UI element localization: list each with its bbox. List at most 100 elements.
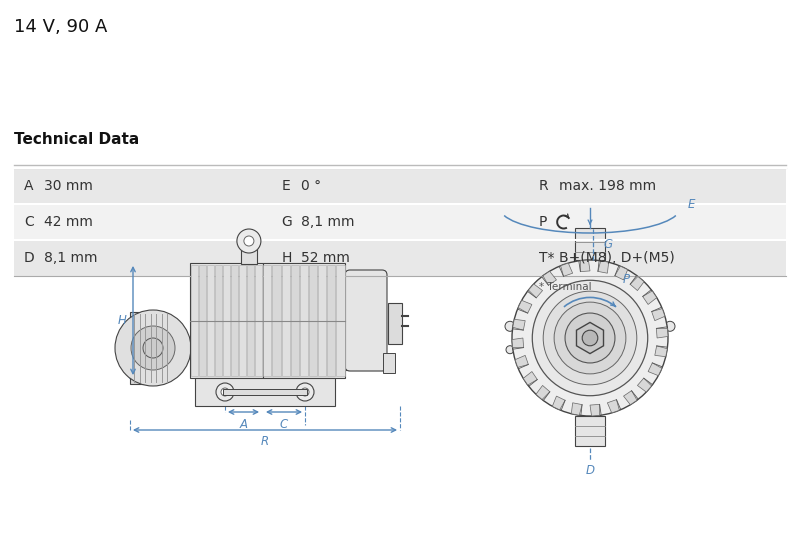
Text: G: G (282, 215, 292, 229)
Bar (231, 265, 238, 376)
Circle shape (506, 346, 514, 354)
Circle shape (216, 383, 234, 401)
Text: max. 198 mm: max. 198 mm (558, 179, 656, 193)
Text: * Terminal: * Terminal (538, 282, 591, 292)
Polygon shape (638, 378, 651, 392)
Bar (290, 265, 299, 376)
Bar (318, 265, 326, 376)
Polygon shape (577, 322, 603, 353)
Polygon shape (543, 271, 557, 285)
Text: A: A (24, 179, 34, 193)
Bar (198, 265, 206, 376)
Text: H: H (282, 251, 292, 265)
Bar (14, 240, 786, 276)
Bar (223, 389, 307, 395)
Polygon shape (512, 338, 524, 348)
Bar (206, 265, 214, 376)
Bar (383, 353, 395, 373)
Circle shape (244, 236, 254, 246)
Text: P: P (538, 215, 547, 229)
Bar (241, 246, 257, 264)
Circle shape (505, 321, 515, 332)
Polygon shape (580, 260, 590, 272)
Bar (239, 265, 246, 376)
Circle shape (554, 302, 626, 374)
Text: Technical Data: Technical Data (14, 132, 139, 147)
Polygon shape (590, 405, 600, 416)
Polygon shape (523, 372, 538, 385)
Text: D: D (24, 251, 34, 265)
Bar (190, 263, 263, 378)
Polygon shape (630, 277, 644, 290)
Polygon shape (515, 356, 528, 367)
Polygon shape (656, 328, 668, 338)
Text: 8,1 mm: 8,1 mm (44, 251, 98, 265)
Text: B+(M8), D+(M5): B+(M8), D+(M5) (558, 251, 674, 265)
Bar (223, 265, 230, 376)
Bar (195, 378, 335, 406)
Polygon shape (607, 400, 619, 413)
Text: R: R (538, 179, 548, 193)
Text: C: C (24, 215, 34, 229)
Circle shape (665, 321, 675, 332)
Circle shape (565, 313, 615, 363)
Circle shape (512, 260, 668, 416)
Bar (190, 265, 198, 376)
Polygon shape (513, 319, 526, 330)
Bar (282, 265, 290, 376)
Text: E: E (282, 179, 290, 193)
Text: 8,1 mm: 8,1 mm (302, 215, 355, 229)
Polygon shape (529, 284, 542, 298)
Text: A: A (239, 418, 247, 431)
Text: D: D (586, 464, 594, 477)
Polygon shape (648, 363, 662, 376)
Bar (575, 228, 605, 260)
Polygon shape (518, 301, 532, 313)
Polygon shape (561, 263, 573, 277)
Text: 14 V, 90 A: 14 V, 90 A (14, 18, 107, 36)
Polygon shape (552, 396, 565, 410)
Circle shape (221, 388, 229, 396)
Circle shape (115, 310, 191, 386)
Bar (345, 271, 383, 370)
Text: 30 mm: 30 mm (44, 179, 93, 193)
Text: E: E (688, 198, 695, 211)
FancyBboxPatch shape (345, 270, 387, 371)
Bar (247, 265, 254, 376)
Circle shape (131, 326, 175, 370)
Circle shape (582, 330, 598, 346)
Polygon shape (642, 291, 657, 304)
Polygon shape (536, 385, 550, 400)
Circle shape (301, 388, 309, 396)
Polygon shape (623, 391, 637, 405)
Bar (300, 265, 308, 376)
Circle shape (532, 280, 648, 395)
Bar (130, 312, 158, 384)
Circle shape (543, 291, 637, 385)
Bar (263, 263, 345, 378)
Polygon shape (654, 346, 667, 357)
Bar (255, 265, 262, 376)
Text: C: C (279, 418, 288, 431)
Bar (327, 265, 335, 376)
Text: H: H (118, 314, 127, 327)
Bar (14, 204, 786, 240)
Text: R: R (261, 435, 269, 448)
Text: 52 mm: 52 mm (302, 251, 350, 265)
Text: P: P (622, 273, 630, 286)
Bar (575, 416, 605, 446)
Bar (273, 265, 281, 376)
Bar (309, 265, 317, 376)
Text: T*: T* (538, 251, 554, 265)
Circle shape (296, 383, 314, 401)
Text: 42 mm: 42 mm (44, 215, 93, 229)
Text: 0 °: 0 ° (302, 179, 322, 193)
Polygon shape (615, 266, 628, 280)
Polygon shape (598, 261, 609, 273)
Bar (263, 265, 271, 376)
Bar (336, 265, 345, 376)
Bar (214, 265, 222, 376)
Circle shape (143, 338, 163, 358)
Polygon shape (571, 403, 582, 415)
Bar (14, 168, 786, 204)
